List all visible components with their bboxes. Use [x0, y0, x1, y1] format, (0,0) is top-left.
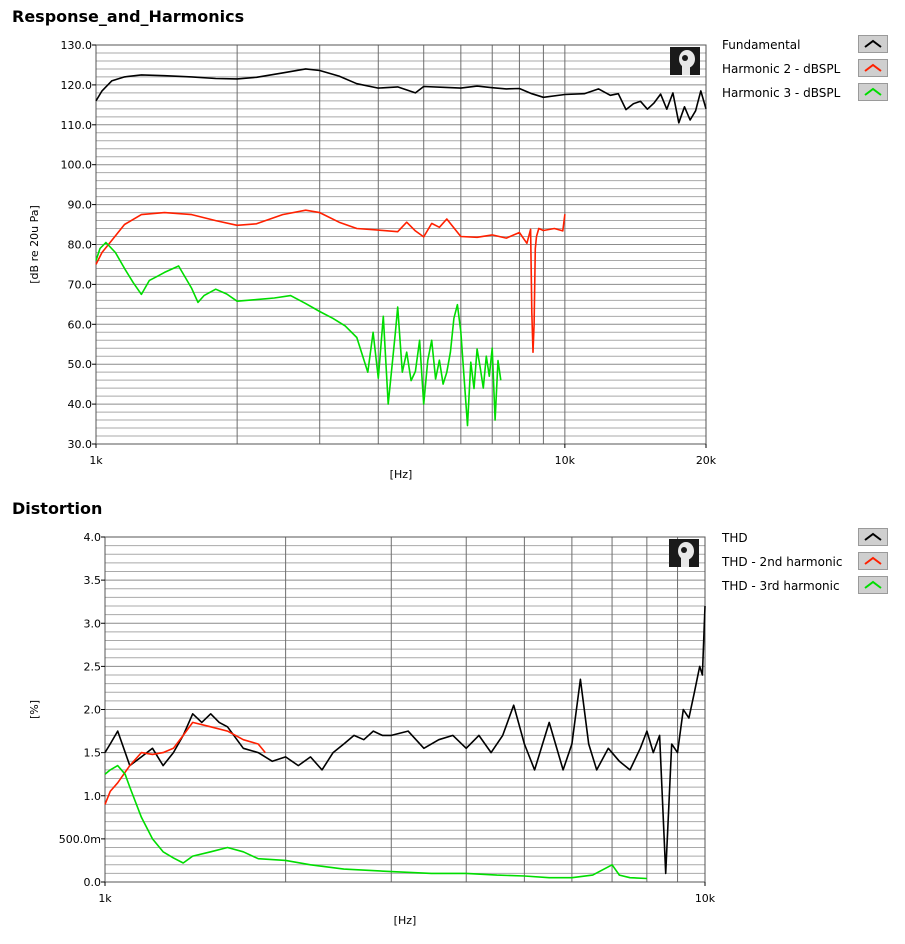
y-axis-label: [dB re 20u Pa]: [28, 205, 41, 284]
legend-item[interactable]: Harmonic 2 - dBSPL: [722, 59, 898, 86]
y-tick-label: 3.0: [84, 617, 102, 630]
legend-swatch-icon[interactable]: [858, 576, 888, 594]
y-tick-label: 2.5: [84, 660, 102, 673]
series-line-1: [95, 209, 566, 354]
series-line-2: [104, 764, 647, 880]
y-tick-label: 1.5: [84, 747, 102, 760]
legend-label: Harmonic 3 - dBSPL: [722, 86, 841, 100]
legend-item[interactable]: THD - 2nd harmonic: [722, 552, 898, 579]
y-tick-label: 100.0: [61, 159, 93, 172]
chart-1: 0.0 500.0m 1.0 1.5 2.0 2.5 3.0 3.5 4.0 1k 10k [Hz] […: [28, 531, 716, 927]
x-tick-label: 10k: [695, 892, 716, 905]
y-tick-label: 80.0: [68, 239, 93, 252]
x-axis-label: [Hz]: [390, 468, 413, 481]
series-line-2: [95, 241, 502, 427]
y-tick-label: 90.0: [68, 199, 93, 212]
y-tick-label: 130.0: [61, 39, 93, 52]
legend-label: THD - 3rd harmonic: [722, 579, 840, 593]
x-tick-label: 1k: [98, 892, 112, 905]
x-tick-label: 1k: [89, 454, 103, 467]
legend-swatch-icon[interactable]: [858, 59, 888, 77]
chart-0: 30.0 40.0 50.0 60.0 70.0 80.0 90.0 100.0 110.0 12…: [28, 39, 717, 481]
legend-swatch-icon[interactable]: [858, 528, 888, 546]
y-tick-label: 4.0: [84, 531, 102, 544]
y-axis-label: [%]: [28, 700, 41, 719]
chart-title-response: Response_and_Harmonics: [12, 7, 245, 26]
legend-label: THD: [722, 531, 748, 545]
x-axis-label: [Hz]: [394, 914, 417, 927]
legend-swatch-icon[interactable]: [858, 35, 888, 53]
legend-label: Fundamental: [722, 38, 801, 52]
legend-label: Harmonic 2 - dBSPL: [722, 62, 841, 76]
legend-item[interactable]: THD: [722, 528, 898, 555]
legend-swatch-icon[interactable]: [858, 552, 888, 570]
y-tick-label: 120.0: [61, 79, 93, 92]
legend-swatch-icon[interactable]: [858, 83, 888, 101]
legend-response: Fundamental Harmonic 2 - dBSPL Harmonic 3 …: [722, 35, 898, 110]
y-tick-label: 0.0: [84, 876, 102, 889]
head-icon: [669, 539, 699, 567]
legend-item[interactable]: THD - 3rd harmonic: [722, 576, 898, 603]
y-tick-label: 3.5: [84, 574, 102, 587]
series-line-0: [95, 68, 707, 124]
y-tick-label: 70.0: [68, 278, 93, 291]
y-tick-label: 50.0: [68, 358, 93, 371]
y-tick-label: 30.0: [68, 438, 93, 451]
y-tick-label: 2.0: [84, 704, 102, 717]
y-tick-label: 500.0m: [59, 833, 101, 846]
legend-label: THD - 2nd harmonic: [722, 555, 843, 569]
legend-item[interactable]: Fundamental: [722, 35, 898, 62]
head-icon: [670, 47, 700, 75]
x-tick-label: 20k: [696, 454, 717, 467]
y-tick-label: 60.0: [68, 318, 93, 331]
series-line-0: [104, 605, 706, 875]
x-tick-label: 10k: [555, 454, 576, 467]
series-line-1: [104, 721, 266, 805]
y-tick-label: 40.0: [68, 398, 93, 411]
y-tick-label: 110.0: [61, 119, 93, 132]
legend-distortion: THD THD - 2nd harmonic THD - 3rd harmonic: [722, 528, 898, 603]
chart-title-distortion: Distortion: [12, 499, 103, 518]
legend-item[interactable]: Harmonic 3 - dBSPL: [722, 83, 898, 110]
y-tick-label: 1.0: [84, 790, 102, 803]
